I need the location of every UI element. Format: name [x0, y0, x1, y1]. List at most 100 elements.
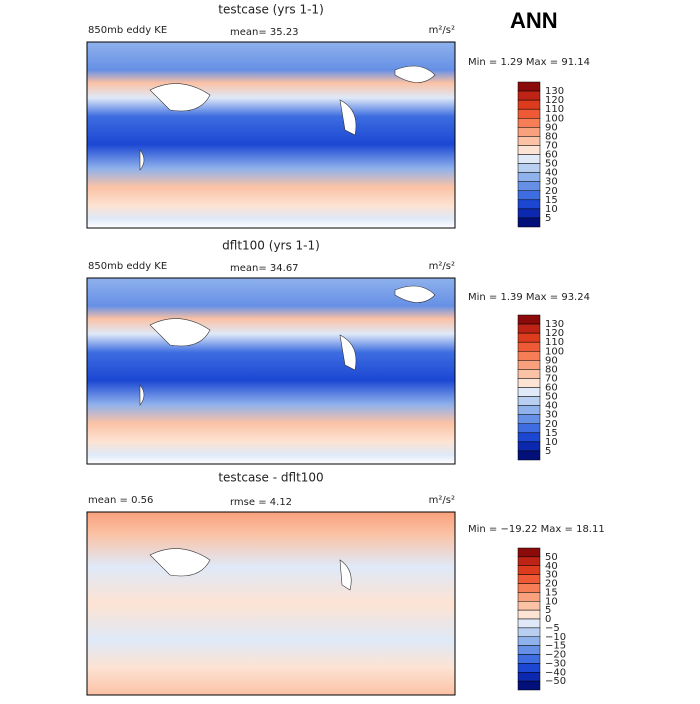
colorbar-box — [517, 387, 541, 397]
colorbar-box — [517, 601, 541, 611]
colorbar-label: 0 — [545, 614, 551, 625]
colorbar-box — [517, 396, 541, 406]
units: m²/s² — [429, 25, 455, 36]
colorbar-label: −10 — [545, 632, 566, 643]
colorbar-label: 15 — [545, 428, 558, 439]
colorbar-label: 20 — [545, 186, 558, 197]
colorbar-box — [517, 323, 541, 334]
colorbar-box — [517, 565, 541, 575]
colorbar-box — [517, 547, 541, 558]
colorbar-box — [517, 190, 541, 201]
map — [86, 277, 456, 465]
colorbar-label: 120 — [545, 328, 564, 339]
center-label: mean= 34.67 — [230, 263, 299, 274]
left-label: mean = 0.56 — [88, 495, 153, 506]
colorbar-box — [517, 609, 541, 620]
colorbar-box — [517, 680, 541, 691]
colorbar-label: 50 — [545, 159, 558, 170]
colorbar-label: 100 — [545, 346, 564, 357]
center-label: mean= 35.23 — [230, 27, 299, 38]
colorbar-box — [517, 627, 541, 637]
colorbar-label: 130 — [545, 86, 564, 97]
colorbar-label: 20 — [545, 419, 558, 430]
colorbar-box — [517, 108, 541, 119]
colorbar-label: −20 — [545, 650, 566, 661]
colorbar-box — [517, 81, 541, 92]
colorbar-box — [517, 450, 541, 461]
colorbar-label: 120 — [545, 95, 564, 106]
left-label: 850mb eddy KE — [88, 261, 167, 272]
colorbar-box — [517, 592, 541, 602]
colorbar-box — [517, 618, 541, 629]
colorbar-box — [517, 199, 541, 210]
map — [86, 41, 456, 229]
colorbar-label: 50 — [545, 392, 558, 403]
colorbar-box — [517, 136, 541, 146]
colorbar-label: −40 — [545, 667, 566, 678]
colorbar-label: 50 — [545, 552, 558, 563]
units: m²/s² — [429, 495, 455, 506]
colorbar-label: 5 — [545, 446, 551, 457]
colorbar-box — [517, 574, 541, 584]
colorbar-label: 15 — [545, 587, 558, 598]
colorbar-box — [517, 314, 541, 325]
colorbar-box — [517, 99, 541, 110]
colorbar-label: 100 — [545, 113, 564, 124]
colorbar-label: −5 — [545, 623, 560, 634]
colorbar-box — [517, 208, 541, 219]
colorbar-label: 20 — [545, 579, 558, 590]
maps — [86, 41, 456, 696]
colorbar-box — [517, 672, 541, 682]
colorbar-box — [517, 360, 541, 370]
min-max: Min = −19.22 Max = 18.11 — [468, 524, 605, 535]
units: m²/s² — [429, 261, 455, 272]
colorbar-box — [517, 654, 541, 664]
colorbar-label: 70 — [545, 373, 558, 384]
colorbar-label: 30 — [545, 177, 558, 188]
colorbar-box — [517, 423, 541, 434]
colorbar-box — [517, 118, 541, 128]
colorbar-label: 110 — [545, 337, 564, 348]
colorbar-box — [517, 583, 541, 593]
colorbar-label: 80 — [545, 131, 558, 142]
min-max: Min = 1.39 Max = 93.24 — [468, 292, 590, 303]
colorbar-box — [517, 645, 541, 655]
colorbar-box — [517, 414, 541, 424]
colorbar-label: 5 — [545, 605, 551, 616]
colorbar-box — [517, 405, 541, 415]
colorbar-box — [517, 217, 541, 228]
colorbar-label: 15 — [545, 195, 558, 206]
season-title: ANN — [510, 8, 558, 33]
colorbar-box — [517, 90, 541, 101]
colorbar-label: 10 — [545, 437, 558, 448]
colorbar-box — [517, 432, 541, 443]
colorbar-box — [517, 181, 541, 191]
colorbar-label: 60 — [545, 383, 558, 394]
colorbar-label: 30 — [545, 570, 558, 581]
colorbar-label: 5 — [545, 213, 551, 224]
panel-title: testcase (yrs 1-1) — [218, 3, 324, 17]
colorbar-box — [517, 127, 541, 137]
colorbar-label: 130 — [545, 319, 564, 330]
colorbar-label: −15 — [545, 641, 566, 652]
colorbar-box — [517, 369, 541, 379]
colorbar-box — [517, 636, 541, 646]
map — [86, 511, 456, 696]
center-label: rmse = 4.12 — [230, 497, 292, 508]
colorbar-label: 10 — [545, 204, 558, 215]
colorbar-box — [517, 556, 541, 566]
colorbar-box — [517, 154, 541, 164]
colorbar-label: 40 — [545, 561, 558, 572]
colorbar-box — [517, 663, 541, 673]
panel-title: dflt100 (yrs 1-1) — [222, 239, 320, 253]
min-max: Min = 1.29 Max = 91.14 — [468, 57, 590, 68]
colorbar-label: −30 — [545, 658, 566, 669]
colorbar-box — [517, 351, 541, 361]
colorbar-box — [517, 163, 541, 173]
colorbar-label: 70 — [545, 140, 558, 151]
colorbar-label: 90 — [545, 355, 558, 366]
colorbar-label: 60 — [545, 150, 558, 161]
colorbar-label: 30 — [545, 410, 558, 421]
colorbar-box — [517, 378, 541, 388]
